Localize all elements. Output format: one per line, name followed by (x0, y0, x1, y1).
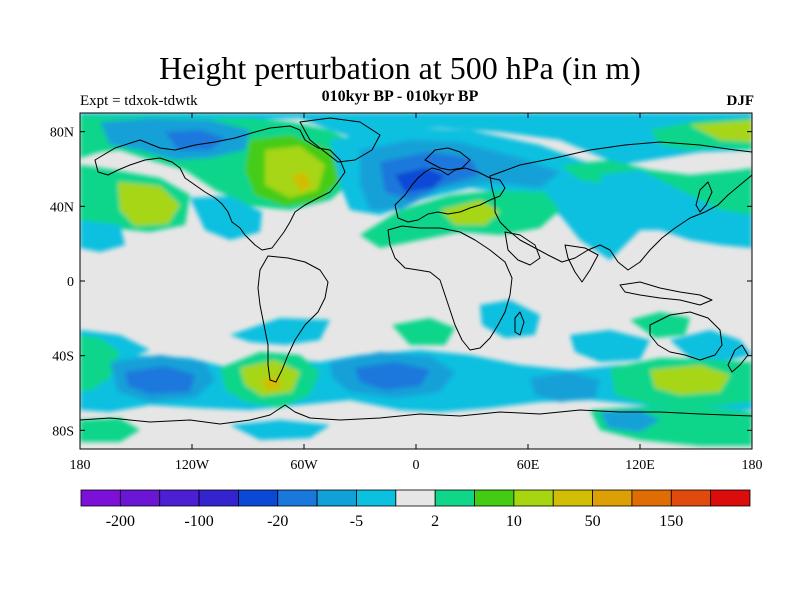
colorbar-swatch (434, 489, 475, 507)
contour-ne-yellow (690, 120, 752, 142)
lon-tick-label: 60W (290, 458, 318, 473)
lon-tick-label: 60E (517, 458, 540, 473)
contour-antarctic-green-west (80, 418, 140, 442)
contour-med-yellow (440, 200, 500, 225)
coastline-asia (489, 141, 752, 271)
coastline-arabia (504, 231, 541, 266)
colorbar-swatch (474, 489, 515, 507)
contour-sh-blue-ind (530, 372, 600, 402)
coastline-scandinavia (424, 147, 471, 171)
map-title: Height perturbation at 500 hPa (in m) (159, 50, 641, 86)
contour-nw-blue-inner (165, 130, 225, 150)
lat-tick-label: 80S (52, 424, 74, 439)
coastline-india (564, 244, 599, 283)
contour-npac-cyan (80, 220, 125, 252)
coastlines (80, 117, 752, 425)
colorbar: -200 -100 -20 -5 2 10 50 150 (80, 489, 751, 530)
contour-field (80, 113, 752, 446)
map-subtitle: 010kyr BP - 010kyr BP (321, 88, 479, 105)
contour-sh-green-west (80, 335, 120, 392)
experiment-label: Expt = tdxok-tdwtk (80, 93, 198, 109)
colorbar-swatch (592, 489, 633, 507)
coastline-africa (387, 225, 513, 351)
lon-tick-label: 180 (742, 458, 763, 473)
contour-trop-cyan (480, 300, 540, 338)
colorbar-swatch (631, 489, 672, 507)
colorbar-swatch (119, 489, 161, 507)
lon-tick-label: 180 (70, 458, 91, 473)
contour-npac-yellow (118, 182, 180, 226)
colorbar-label: 10 (506, 513, 522, 530)
colorbar-swatch (277, 489, 318, 507)
colorbar-swatch (238, 489, 279, 507)
colorbar-swatch (710, 489, 751, 507)
coastline-north-america (94, 125, 346, 251)
colorbar-label: -20 (267, 513, 288, 530)
colorbar-swatch (80, 489, 121, 507)
lat-tick-label: 40N (50, 200, 74, 215)
coastline-south-america (257, 255, 329, 383)
coastline-australia (649, 311, 723, 361)
coastline-europe (394, 167, 506, 223)
colorbar-label: -5 (350, 513, 363, 530)
colorbar-swatch (159, 489, 200, 507)
colorbar-label: 2 (431, 513, 439, 530)
contour-sio-cyan (570, 330, 650, 362)
contour-trop-green (392, 318, 455, 345)
colorbar-swatch (670, 489, 712, 507)
lon-tick-label: 0 (413, 458, 420, 473)
coastline-japan (695, 181, 713, 213)
contour-sh-blue-atl-inner (355, 362, 430, 390)
colorbar-label: 50 (585, 513, 601, 530)
contour-asia-cyan (600, 170, 752, 248)
colorbar-label: -200 (106, 513, 135, 530)
map-axes: 80N 40N 0 40S 80S 180 120W 60W 0 60E 120E 180 (50, 113, 763, 473)
lon-tick-label: 120W (175, 458, 210, 473)
contour-nam-orange (292, 172, 312, 192)
colorbar-swatch (356, 489, 397, 507)
colorbar-swatch (513, 489, 554, 507)
coastline-madagascar (514, 311, 525, 336)
coastline-indonesia (619, 281, 713, 306)
contour-arctic-cyan (80, 113, 752, 165)
contour-antarctic-blue-east (600, 410, 660, 432)
coastline-new-zealand (727, 344, 749, 373)
colorbar-swatch (198, 489, 239, 507)
contour-nam-east-cyan (190, 196, 262, 240)
contour-trop-green-2 (630, 312, 690, 338)
lat-tick-label: 80N (50, 126, 74, 141)
colorbar-label: 150 (659, 513, 683, 530)
contour-sh-blue-west-inner (125, 366, 195, 394)
contour-aus-cyan (670, 330, 752, 362)
contour-antarctic-cyan (230, 420, 330, 440)
colorbar-swatch (552, 489, 593, 507)
lat-tick-label: 40S (52, 350, 74, 365)
lat-tick-label: 0 (67, 275, 74, 290)
coastline-antarctica (80, 404, 752, 425)
season-label: DJF (726, 93, 755, 109)
contour-sh-yellow-east (650, 365, 730, 395)
colorbar-swatch (395, 489, 436, 507)
lon-tick-label: 120E (625, 458, 655, 473)
contour-eu-blue-core (395, 168, 445, 192)
colorbar-swatch (316, 489, 357, 507)
colorbar-label: -100 (184, 513, 213, 530)
coastline-greenland (299, 117, 381, 163)
